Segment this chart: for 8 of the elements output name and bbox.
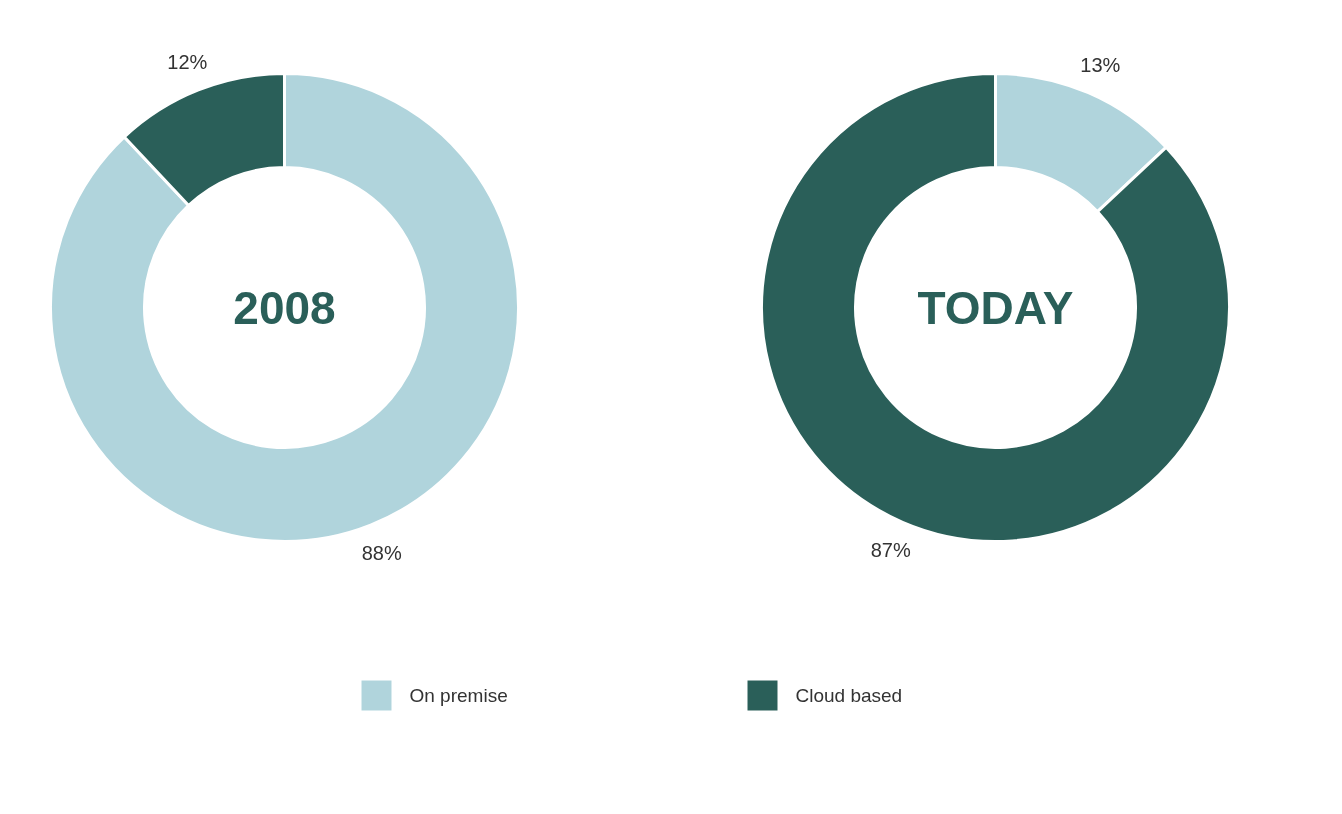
slice-label: TODAY [917,281,1074,334]
slice-label: 2008 [233,281,336,334]
data-label: 88% [361,541,402,564]
data-label: 87% [870,538,911,561]
data-label: 13% [1080,54,1121,77]
data-label: 12% [167,51,208,74]
legend-label: Cloud based [795,685,903,706]
legend-label: On premise [409,685,508,706]
